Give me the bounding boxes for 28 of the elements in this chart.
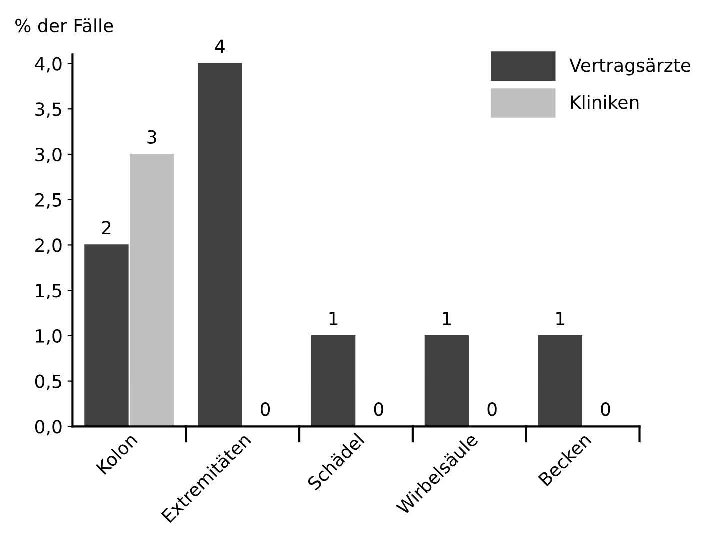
y-tick-label: 0,5: [35, 374, 62, 390]
y-tick-label: 1,0: [36, 329, 62, 345]
bar: [424, 335, 470, 427]
data-label: 1: [330, 312, 338, 326]
data-label: 1: [556, 312, 564, 326]
data-label: 4: [215, 40, 225, 54]
y-tick-label: 3,5: [36, 102, 62, 118]
legend-label: Vertragsärzte: [570, 58, 691, 76]
data-label: 0: [488, 402, 497, 416]
bar: [538, 335, 582, 427]
bar: [84, 244, 129, 427]
y-tick-label: 3,0: [36, 148, 62, 164]
data-label: 0: [374, 402, 384, 416]
y-axis-title: % der Fälle: [16, 18, 114, 33]
data-label: 1: [443, 312, 452, 326]
data-label: 0: [601, 402, 610, 416]
data-label: 2: [102, 221, 111, 235]
bar: [311, 335, 356, 427]
bar: [198, 63, 242, 427]
y-tick-label: 2,5: [36, 193, 62, 209]
y-tick-label: 4,0: [35, 57, 62, 73]
legend-label: Kliniken: [571, 95, 639, 110]
y-tick-label: 0,0: [35, 420, 62, 436]
y-tick-label: 1,5: [36, 284, 62, 300]
bar: [130, 154, 174, 427]
data-label: 0: [260, 402, 270, 416]
y-tick-label: 2,0: [36, 238, 62, 254]
data-label: 3: [148, 130, 156, 144]
